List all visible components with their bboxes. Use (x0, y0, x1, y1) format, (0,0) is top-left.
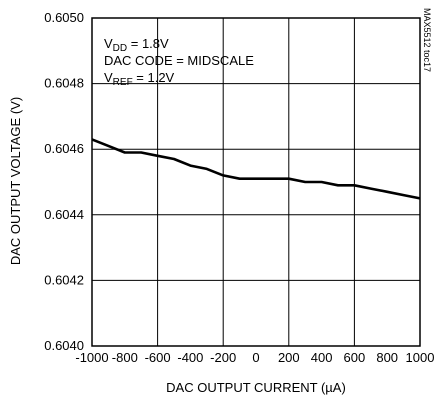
x-tick-label: -600 (145, 350, 171, 365)
plot-border (91, 17, 421, 347)
series-line (91, 138, 421, 200)
series-layer (91, 138, 421, 200)
x-tick-label: -200 (210, 350, 236, 365)
y-tick-label: 0.6042 (44, 272, 84, 287)
x-axis-title: DAC OUTPUT CURRENT (µA) (166, 380, 346, 395)
figure-tag: MAX5512 toc17 (422, 8, 432, 72)
plot-frame (91, 17, 421, 347)
x-tick-label: 400 (311, 350, 333, 365)
x-tick-labels: -1000 -800 -600 -400 -200 0 200 400 600 800 1000 (75, 350, 434, 365)
y-tick-label: 0.6040 (44, 338, 84, 353)
y-tick-label: 0.6046 (44, 141, 84, 156)
annotation-line: VREF = 1.2V (104, 70, 175, 88)
y-tick-labels: 0.6040 0.6042 0.6044 0.6046 0.6048 0.6050 (44, 10, 84, 353)
annotation-line: DAC CODE = MIDSCALE (104, 53, 254, 68)
grid (92, 18, 420, 346)
x-tick-label: 200 (278, 350, 300, 365)
y-tick-label: 0.6048 (44, 76, 84, 91)
annotation-line: VDD = 1.8V (104, 36, 169, 54)
x-tick-label: 0 (252, 350, 259, 365)
x-tick-label: 600 (344, 350, 366, 365)
y-axis-title: DAC OUTPUT VOLTAGE (V) (8, 97, 23, 265)
y-tick-label: 0.6050 (44, 10, 84, 25)
x-tick-label: 800 (376, 350, 398, 365)
x-tick-label: -1000 (75, 350, 108, 365)
x-tick-label: -400 (177, 350, 203, 365)
y-tick-label: 0.6044 (44, 207, 84, 222)
x-tick-label: 1000 (406, 350, 435, 365)
x-tick-label: -800 (112, 350, 138, 365)
